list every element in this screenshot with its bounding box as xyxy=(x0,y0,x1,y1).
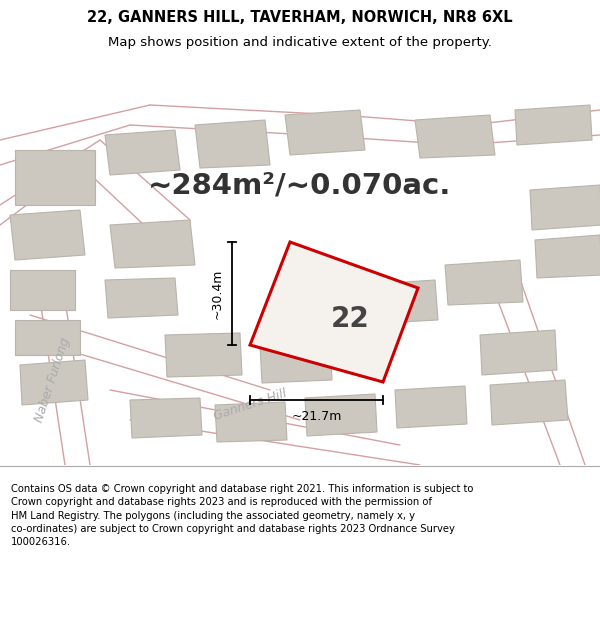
Polygon shape xyxy=(260,342,332,383)
Text: Contains OS data © Crown copyright and database right 2021. This information is : Contains OS data © Crown copyright and d… xyxy=(11,484,473,547)
Polygon shape xyxy=(415,115,495,158)
Polygon shape xyxy=(105,278,178,318)
Polygon shape xyxy=(15,320,80,355)
Polygon shape xyxy=(105,130,180,175)
Polygon shape xyxy=(20,360,88,405)
Polygon shape xyxy=(215,402,287,442)
Polygon shape xyxy=(110,220,195,268)
Polygon shape xyxy=(360,280,438,324)
Polygon shape xyxy=(250,242,418,382)
Polygon shape xyxy=(285,110,365,155)
Text: 22: 22 xyxy=(331,305,370,333)
Polygon shape xyxy=(305,394,377,436)
Text: Map shows position and indicative extent of the property.: Map shows position and indicative extent… xyxy=(108,36,492,49)
Polygon shape xyxy=(195,120,270,168)
Text: ~30.4m: ~30.4m xyxy=(211,268,224,319)
Text: Naber Furlong: Naber Furlong xyxy=(32,336,72,424)
Polygon shape xyxy=(515,105,592,145)
Polygon shape xyxy=(10,210,85,260)
Polygon shape xyxy=(480,330,557,375)
Polygon shape xyxy=(445,260,523,305)
Polygon shape xyxy=(490,380,568,425)
Text: ~284m²/~0.070ac.: ~284m²/~0.070ac. xyxy=(148,171,452,199)
Polygon shape xyxy=(535,235,600,278)
Text: ~21.7m: ~21.7m xyxy=(292,410,341,423)
Polygon shape xyxy=(130,398,202,438)
Polygon shape xyxy=(530,185,600,230)
Text: 22, GANNERS HILL, TAVERHAM, NORWICH, NR8 6XL: 22, GANNERS HILL, TAVERHAM, NORWICH, NR8… xyxy=(87,10,513,25)
Text: Ganners Hill: Ganners Hill xyxy=(212,387,288,423)
Polygon shape xyxy=(10,270,75,310)
Polygon shape xyxy=(15,150,95,205)
Polygon shape xyxy=(165,333,242,377)
Polygon shape xyxy=(395,386,467,428)
